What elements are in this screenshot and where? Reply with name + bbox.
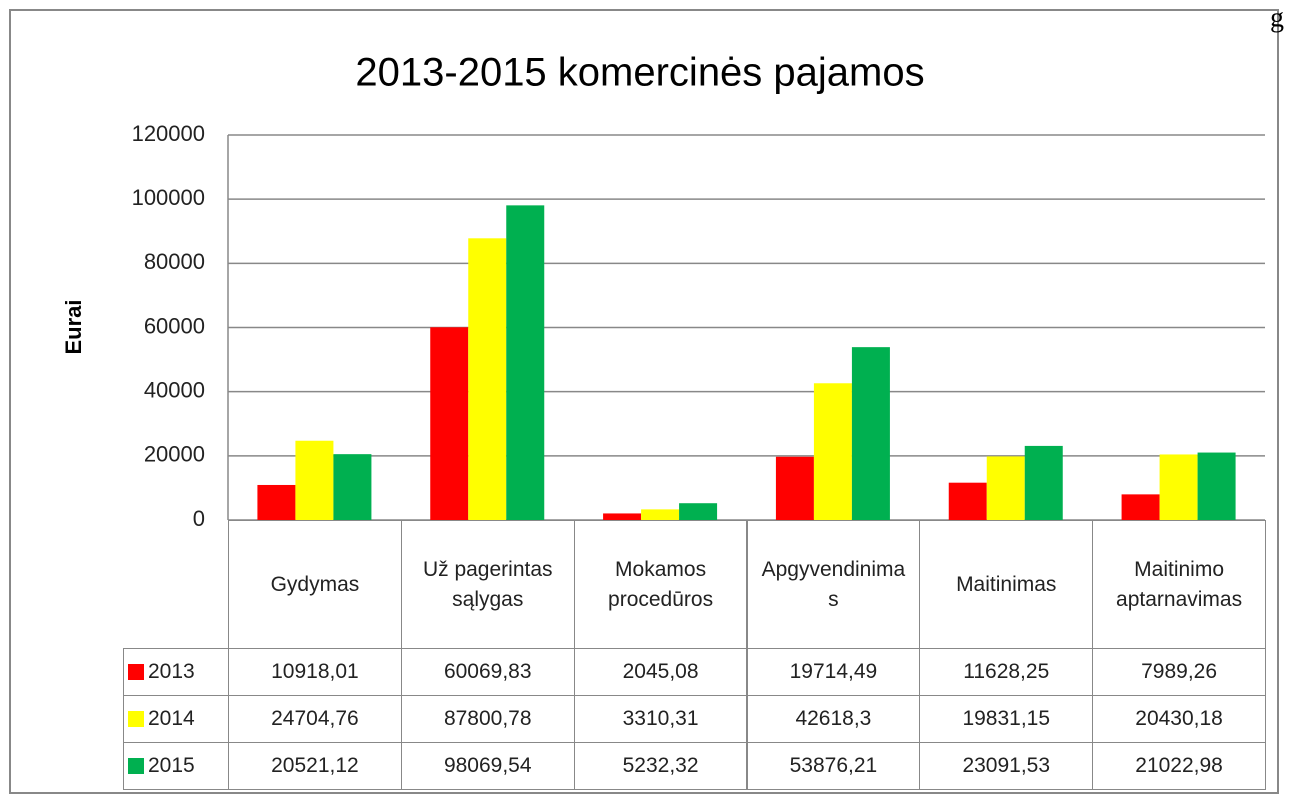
- table-value: 20430,18: [1092, 695, 1266, 743]
- y-axis-label: Eurai: [61, 299, 86, 354]
- table-value: 5232,32: [573, 742, 748, 790]
- legend-label: 2015: [148, 754, 195, 778]
- y-tick-label: 20000: [144, 442, 205, 467]
- y-tick-label: 120000: [132, 121, 205, 146]
- y-tick-label: 0: [193, 506, 205, 531]
- category-label: Apgyvendinimas: [746, 520, 921, 649]
- bar: [679, 503, 718, 520]
- legend-label: 2013: [148, 660, 195, 684]
- legend-entry: 2013: [123, 648, 229, 696]
- table-value: 20521,12: [228, 742, 402, 790]
- y-tick-label: 40000: [144, 377, 205, 402]
- table-value: 11628,25: [919, 648, 1094, 696]
- table-value: 3310,31: [573, 695, 748, 743]
- bar: [986, 456, 1025, 520]
- bar: [430, 327, 469, 520]
- bar: [1197, 452, 1236, 520]
- bar: [641, 509, 680, 520]
- bar: [813, 383, 852, 520]
- bar: [468, 238, 507, 520]
- category-label: Už pagerintas sąlygas: [400, 520, 575, 649]
- legend-entry: 2014: [123, 695, 229, 743]
- table-value: 98069,54: [400, 742, 575, 790]
- bar: [948, 482, 987, 520]
- table-value: 7989,26: [1092, 648, 1266, 696]
- table-value: 42618,3: [746, 695, 921, 743]
- legend-entry: 2015: [123, 742, 229, 790]
- y-tick-label: 80000: [144, 249, 205, 274]
- bar: [775, 456, 814, 520]
- table-value: 19831,15: [919, 695, 1094, 743]
- table-value: 23091,53: [919, 742, 1094, 790]
- y-tick-label: 60000: [144, 313, 205, 338]
- table-value: 24704,76: [228, 695, 402, 743]
- bar: [851, 347, 890, 520]
- category-label: Maitinimo aptarnavimas: [1092, 520, 1266, 649]
- bar: [1159, 454, 1198, 520]
- legend-key: [128, 664, 144, 680]
- table-value: 87800,78: [400, 695, 575, 743]
- bar: [1121, 494, 1160, 520]
- bar: [506, 205, 545, 520]
- category-label: Mokamos procedūros: [573, 520, 748, 649]
- table-value: 2045,08: [573, 648, 748, 696]
- table-value: 10918,01: [228, 648, 402, 696]
- bar: [603, 513, 642, 520]
- bar: [1024, 445, 1063, 520]
- table-value: 60069,83: [400, 648, 575, 696]
- y-tick-label: 100000: [132, 185, 205, 210]
- legend-key: [128, 711, 144, 727]
- category-label: Gydymas: [228, 520, 402, 649]
- bar: [333, 454, 372, 520]
- legend-label: 2014: [148, 707, 195, 731]
- bar: [257, 484, 296, 520]
- chart-title: 2013-2015 komercinės pajamos: [355, 51, 924, 95]
- table-value: 53876,21: [746, 742, 921, 790]
- legend-key: [128, 758, 144, 774]
- bar: [295, 440, 334, 520]
- category-label: Maitinimas: [919, 520, 1094, 649]
- corner-text: g: [1270, 2, 1284, 33]
- table-value: 21022,98: [1092, 742, 1266, 790]
- table-value: 19714,49: [746, 648, 921, 696]
